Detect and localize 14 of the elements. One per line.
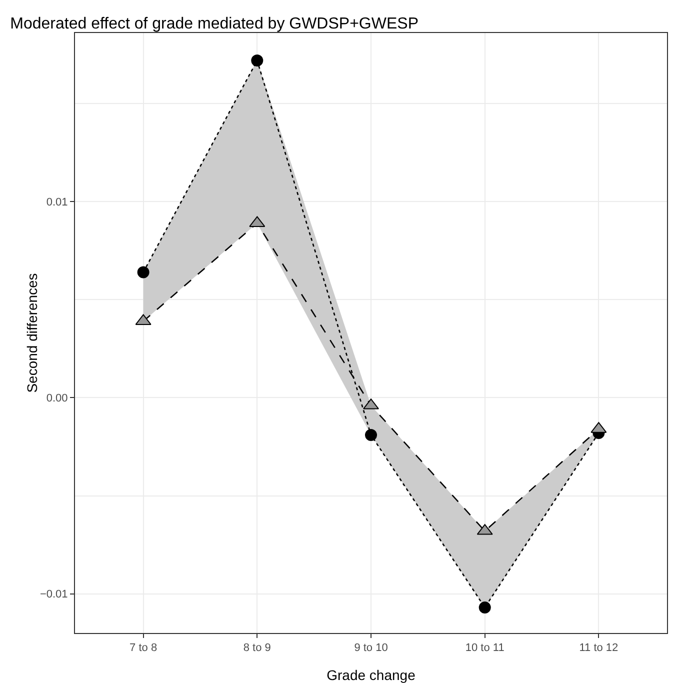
x-tick-label: 8 to 9 (243, 642, 271, 654)
x-tick-label: 9 to 10 (354, 642, 388, 654)
x-axis-title: Grade change (326, 667, 416, 683)
y-tick-label: −0.01 (40, 588, 68, 601)
x-tick-label: 7 to 8 (130, 642, 158, 654)
y-tick-label: 0.00 (46, 392, 68, 405)
point (137, 266, 150, 278)
x-tick-label: 11 to 12 (579, 642, 618, 654)
x-tick-label: 10 to 11 (465, 642, 504, 654)
point (365, 428, 377, 441)
point (251, 54, 264, 66)
chart-title: Moderated effect of grade mediated by GWDSP+GWESP (10, 15, 418, 32)
y-tick-label: 0.01 (46, 196, 68, 208)
y-axis-title: Second differences (24, 273, 40, 393)
